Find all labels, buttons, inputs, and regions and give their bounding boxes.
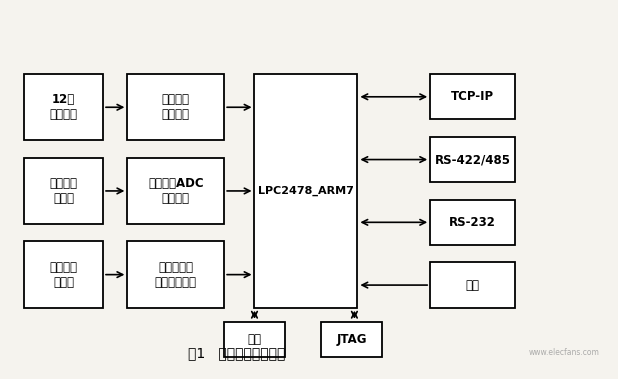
Bar xyxy=(224,322,285,357)
Bar xyxy=(24,74,103,140)
Text: 霍尔电流
传感器: 霍尔电流 传感器 xyxy=(49,261,78,289)
Bar xyxy=(127,241,224,308)
Bar xyxy=(255,74,357,308)
Text: 图1   系统硬件结构框图: 图1 系统硬件结构框图 xyxy=(188,346,285,360)
Text: www.elecfans.com: www.elecfans.com xyxy=(529,348,599,357)
Text: LPC2478_ARM7: LPC2478_ARM7 xyxy=(258,186,354,196)
Text: 晶体: 晶体 xyxy=(465,279,480,291)
Bar xyxy=(430,262,515,308)
Bar xyxy=(430,137,515,182)
Text: 电池电压
测量电路: 电池电压 测量电路 xyxy=(162,93,190,121)
Text: JTAG: JTAG xyxy=(336,333,366,346)
Text: 电池充放电
电流测量电路: 电池充放电 电流测量电路 xyxy=(154,261,197,289)
Text: RS-422/485: RS-422/485 xyxy=(434,153,510,166)
Text: 电池温度ADC
测量电路: 电池温度ADC 测量电路 xyxy=(148,177,203,205)
Bar xyxy=(430,200,515,245)
Text: 12节
锂电池组: 12节 锂电池组 xyxy=(49,93,78,121)
Bar xyxy=(127,158,224,224)
Text: 温度测量
传感器: 温度测量 传感器 xyxy=(49,177,78,205)
Bar xyxy=(430,74,515,119)
Bar xyxy=(24,158,103,224)
Bar xyxy=(321,322,382,357)
Text: RS-232: RS-232 xyxy=(449,216,496,229)
Bar xyxy=(24,241,103,308)
Text: 电源: 电源 xyxy=(247,333,261,346)
Bar xyxy=(127,74,224,140)
Text: TCP-IP: TCP-IP xyxy=(451,90,494,103)
